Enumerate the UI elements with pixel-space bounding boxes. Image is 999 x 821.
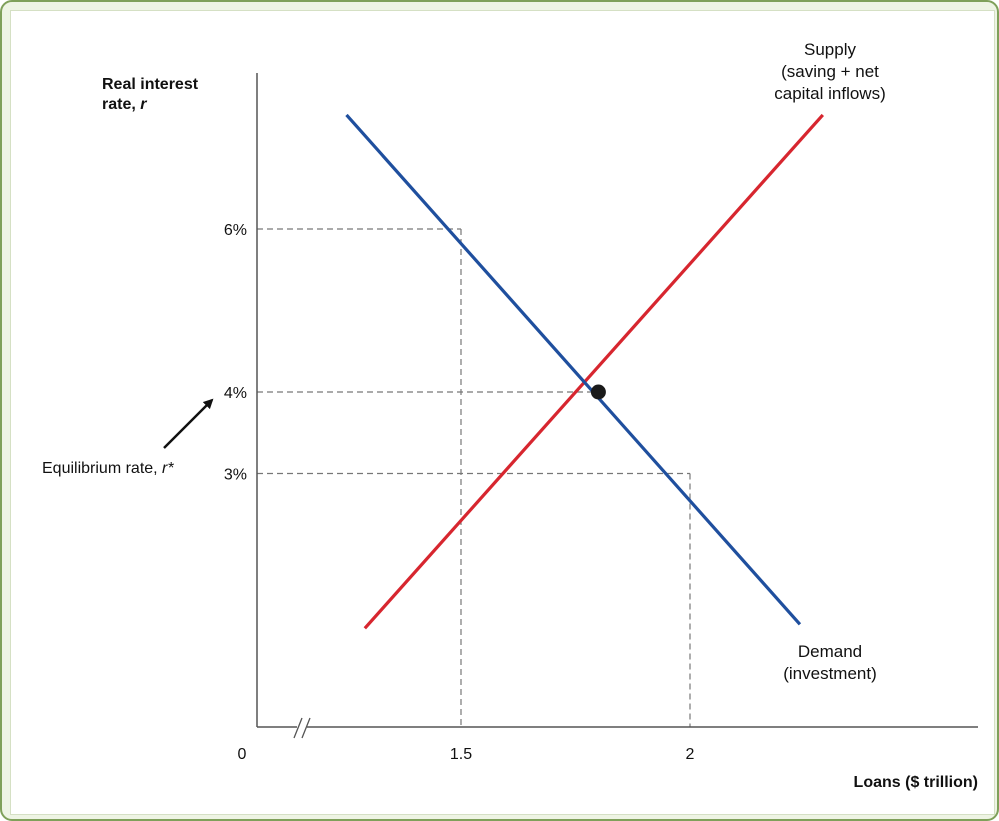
y-tick-label-0: 6%: [224, 222, 247, 239]
y-tick-label-1: 4%: [224, 385, 247, 402]
tick-labels: 6% 4% 3% 1.5 2: [224, 222, 695, 763]
demand-curve: [345, 113, 802, 626]
equilibrium-label: Equilibrium rate, r*: [42, 460, 174, 477]
equilibrium-point: [590, 384, 606, 400]
supply-label-line-2: capital inflows): [774, 84, 886, 103]
supply-curve: [363, 113, 825, 630]
series-lines: [345, 113, 825, 630]
origin-label: 0: [238, 746, 247, 763]
interest-rate-chart: Real interest rate, r Loans ($ trillion)…: [42, 40, 978, 791]
supply-label-line-1: (saving + net: [781, 62, 879, 81]
demand-label-line-1: (investment): [783, 664, 877, 683]
y-axis-title-line2: rate, r: [102, 96, 147, 113]
equilibrium-arrow: [163, 398, 214, 449]
x-axis-title: Loans ($ trillion): [854, 774, 978, 791]
guide-lines: [257, 228, 691, 727]
x-tick-label-1: 2: [686, 746, 695, 763]
supply-label-line-0: Supply: [804, 40, 856, 59]
chart-panel: Real interest rate, r Loans ($ trillion)…: [10, 10, 995, 815]
demand-label-line-0: Demand: [798, 642, 862, 661]
y-tick-label-2: 3%: [224, 467, 247, 484]
axis-break-mark: [293, 717, 311, 739]
y-axis-title-line1: Real interest: [102, 76, 199, 93]
x-tick-label-0: 1.5: [450, 746, 472, 763]
series-labels: Supply (saving + net capital inflows) Deman…: [774, 40, 886, 683]
